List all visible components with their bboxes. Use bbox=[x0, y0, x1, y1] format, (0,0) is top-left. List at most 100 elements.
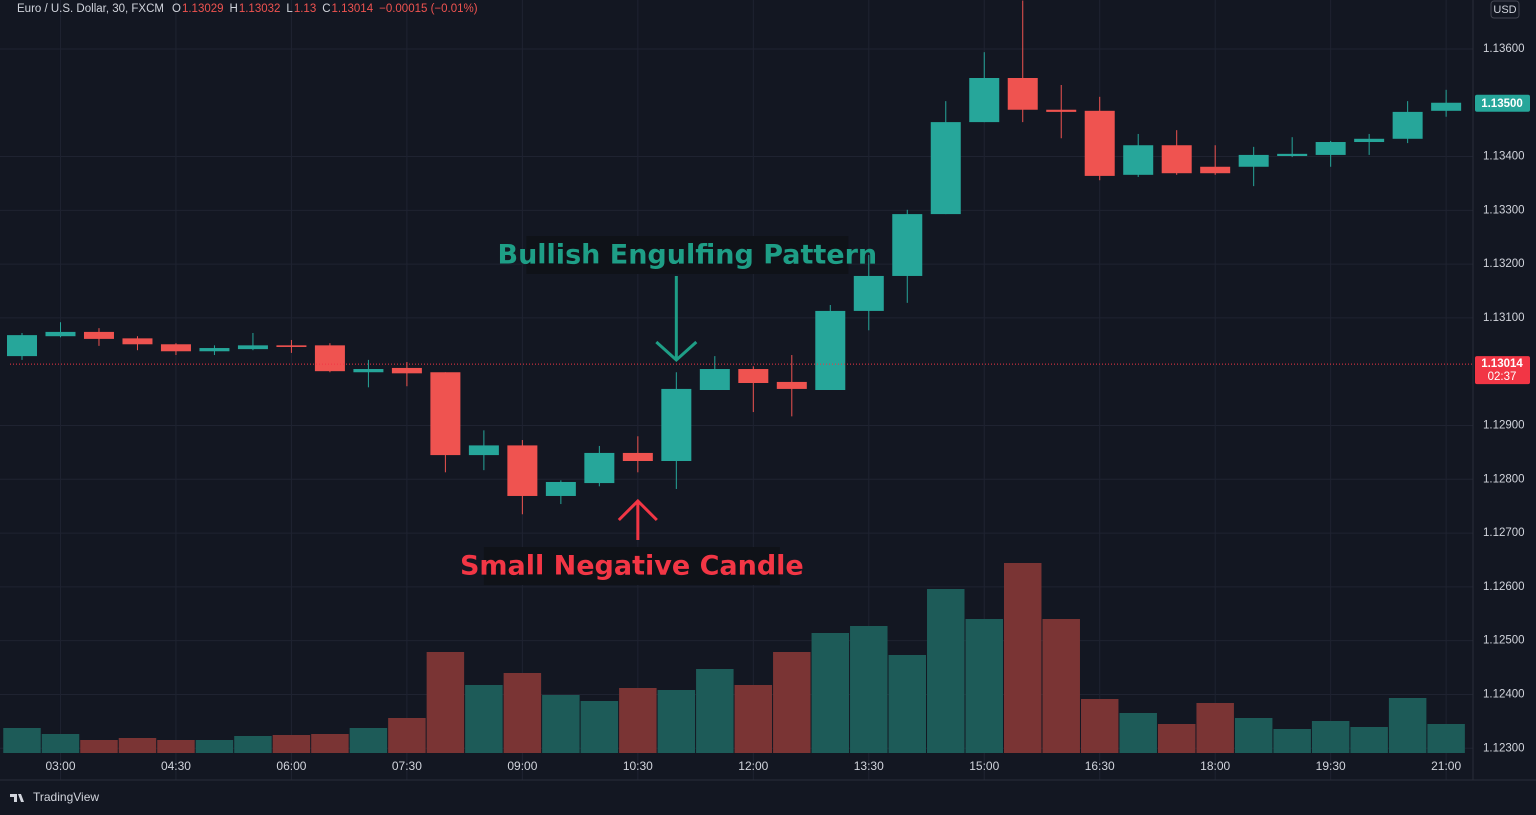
candle-body bbox=[584, 452, 615, 484]
ohlc-value: 1.13029 bbox=[182, 3, 224, 15]
current-price-box bbox=[1475, 356, 1530, 385]
candle-body bbox=[199, 348, 230, 352]
ohlc-label: L bbox=[286, 3, 293, 15]
candle-body bbox=[853, 275, 884, 311]
candle-body bbox=[1315, 142, 1346, 155]
candle-body bbox=[353, 369, 384, 373]
candle-body bbox=[1277, 153, 1308, 156]
volume-bar bbox=[1196, 703, 1234, 753]
volume-bar bbox=[311, 734, 349, 753]
candle-body bbox=[430, 372, 461, 456]
volume-bar bbox=[195, 740, 234, 753]
candle-body bbox=[1200, 166, 1231, 174]
y-tick-label: 1.13100 bbox=[1483, 312, 1525, 324]
volume-bar bbox=[1273, 729, 1311, 753]
volume-bar bbox=[1157, 724, 1196, 753]
last-close-box bbox=[1475, 94, 1530, 112]
volume-bar bbox=[734, 685, 773, 753]
volume-bar bbox=[927, 589, 965, 753]
candle-body bbox=[160, 344, 191, 352]
volume-bar bbox=[118, 738, 157, 753]
currency-box bbox=[1490, 0, 1520, 19]
y-tick-label: 1.13600 bbox=[1483, 43, 1525, 55]
candle-body bbox=[276, 345, 307, 347]
y-tick-label: 1.13200 bbox=[1483, 258, 1525, 270]
volume-bar bbox=[349, 728, 388, 753]
candle-body bbox=[545, 481, 576, 496]
volume-bar bbox=[272, 735, 311, 753]
volume-bar bbox=[1234, 718, 1273, 753]
volume-bar bbox=[1388, 698, 1427, 753]
y-tick-label: 1.12600 bbox=[1483, 581, 1525, 593]
x-tick-label: 21:00 bbox=[1431, 759, 1461, 773]
candle-body bbox=[1238, 154, 1269, 167]
candle-body bbox=[1007, 78, 1038, 110]
volume-bar bbox=[41, 734, 80, 753]
volume-bar bbox=[1042, 619, 1080, 753]
y-tick-label: 1.12900 bbox=[1483, 420, 1525, 432]
candle-body bbox=[1046, 109, 1077, 112]
symbol-title: Euro / U.S. Dollar, 30, FXCM bbox=[17, 3, 164, 15]
candle-body bbox=[776, 381, 807, 389]
candle-body bbox=[1161, 145, 1192, 174]
volume-bar bbox=[657, 690, 696, 753]
legend-header: Euro / U.S. Dollar, 30, FXCM O 1.13029 H 1.… bbox=[17, 3, 478, 15]
change: −0.00015 (−0.01%) bbox=[379, 3, 478, 15]
volume-bar bbox=[1080, 699, 1119, 753]
ohlc-label: O bbox=[172, 3, 181, 15]
brand-logo bbox=[10, 794, 24, 802]
candle-body bbox=[1354, 138, 1385, 143]
volume-bar bbox=[773, 652, 811, 753]
annotation-bg bbox=[526, 236, 849, 274]
countdown-label: 02:37 bbox=[1488, 371, 1517, 383]
volume-bar bbox=[850, 626, 888, 753]
ohlc-label: C bbox=[322, 3, 330, 15]
candle-body bbox=[391, 367, 422, 374]
volume-bar bbox=[465, 685, 503, 753]
x-tick-label: 10:30 bbox=[623, 759, 653, 773]
volume-bar bbox=[1003, 563, 1042, 753]
annotation-arrow bbox=[655, 276, 698, 363]
last-close-label: 1.13500 bbox=[1481, 98, 1523, 110]
volume-bar bbox=[1427, 724, 1465, 753]
y-tick-label: 1.12500 bbox=[1483, 635, 1525, 647]
candle-body bbox=[314, 345, 345, 372]
x-tick-label: 18:00 bbox=[1200, 759, 1230, 773]
candle-body bbox=[507, 445, 538, 496]
x-tick-label: 03:00 bbox=[45, 759, 75, 773]
volume-bar bbox=[542, 695, 580, 753]
candle-body bbox=[7, 335, 37, 357]
volume-pane bbox=[3, 563, 1465, 753]
ohlc-label: H bbox=[230, 3, 238, 15]
volume-bar bbox=[157, 740, 195, 753]
volume-bar bbox=[503, 673, 542, 753]
x-tick-label: 12:00 bbox=[738, 759, 768, 773]
x-tick-label: 09:00 bbox=[507, 759, 537, 773]
volume-bar bbox=[1311, 721, 1350, 753]
x-tick-label: 19:30 bbox=[1316, 759, 1346, 773]
candle-body bbox=[815, 310, 846, 390]
brand: TradingView bbox=[10, 790, 99, 804]
candle-body bbox=[1431, 102, 1462, 111]
volume-bar bbox=[1119, 713, 1157, 753]
volume-bar bbox=[696, 669, 734, 753]
x-tick-label: 07:30 bbox=[392, 759, 422, 773]
candle-body bbox=[969, 78, 1000, 123]
annotation-bg bbox=[483, 547, 780, 585]
volume-bar bbox=[1350, 727, 1388, 753]
candle-body bbox=[661, 388, 692, 462]
volume-bar bbox=[426, 652, 465, 753]
annotation: Small Negative Candle bbox=[460, 551, 804, 582]
candle-body bbox=[699, 369, 730, 390]
y-tick-label: 1.12800 bbox=[1483, 473, 1525, 485]
y-tick-label: 1.13300 bbox=[1483, 204, 1525, 216]
ohlc-value: 1.13014 bbox=[332, 3, 374, 15]
candle-body bbox=[122, 338, 153, 345]
candle-body bbox=[622, 452, 653, 462]
currency: USD bbox=[1493, 4, 1516, 16]
brand-name: TradingView bbox=[33, 790, 99, 804]
volume-bar bbox=[80, 740, 118, 753]
y-tick-label: 1.12300 bbox=[1483, 742, 1525, 754]
x-tick-label: 06:00 bbox=[276, 759, 306, 773]
